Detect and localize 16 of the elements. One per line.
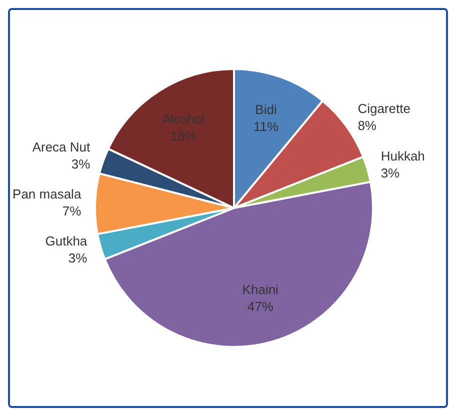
slice-label: Gutkha	[45, 234, 88, 249]
data-label: 3%	[380, 165, 400, 180]
slice-label: Khaini	[242, 282, 279, 297]
slice-label: Pan masala	[12, 186, 82, 202]
data-label: 18%	[170, 128, 197, 144]
slice-label: Bidi	[255, 102, 277, 118]
data-label: 3%	[71, 156, 91, 172]
data-label: 47%	[247, 298, 274, 314]
data-label: 7%	[62, 203, 82, 218]
slice-label: Alcohol	[162, 111, 205, 126]
data-label: 8%	[358, 118, 377, 134]
slice-label: Areca Nut	[32, 139, 91, 154]
slice-label: Hukkah	[380, 148, 425, 164]
data-label: 3%	[68, 250, 88, 266]
slice-label: Cigarette	[358, 101, 410, 116]
data-label: 11%	[253, 119, 279, 134]
